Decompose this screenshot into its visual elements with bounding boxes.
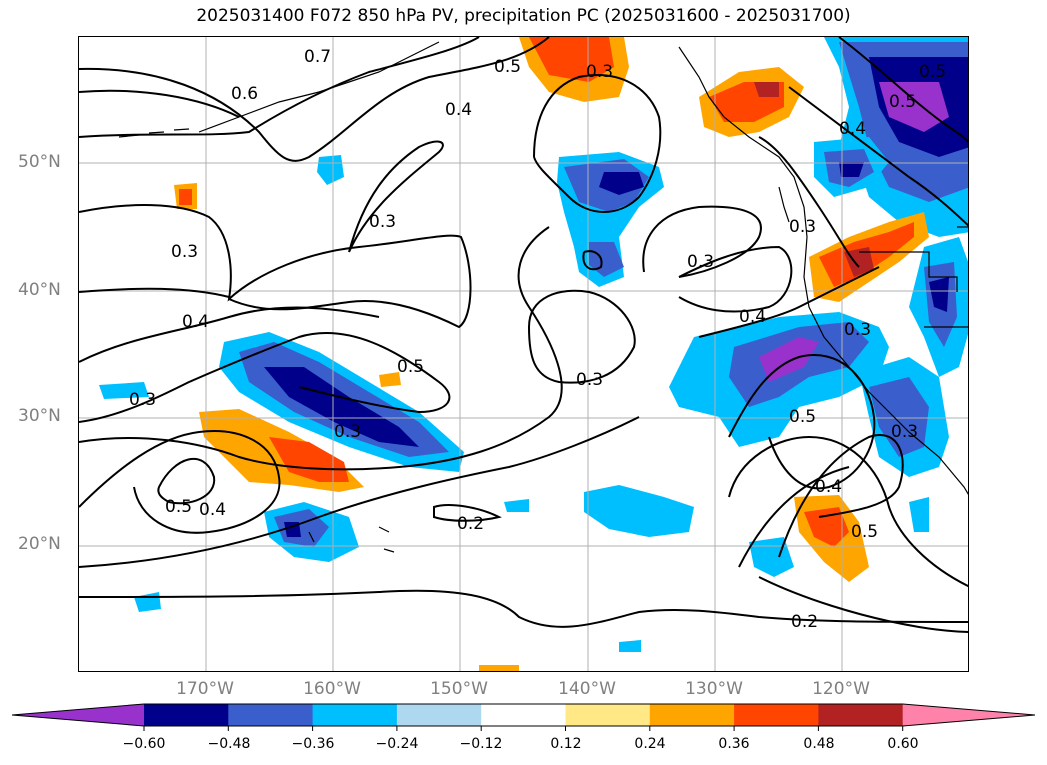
contour-label: 0.5 [165, 497, 192, 517]
contour-label: 0.3 [369, 212, 396, 232]
contour-label: 0.4 [815, 477, 842, 497]
contour-label: 0.3 [687, 252, 714, 272]
contour-label: 0.4 [739, 307, 766, 327]
contour-label: 0.5 [919, 62, 946, 82]
contour-label: 0.5 [397, 357, 424, 377]
contour-label: 0.4 [199, 500, 226, 520]
contour-label: 0.4 [839, 119, 866, 139]
latitude-label: 20°N [18, 534, 61, 554]
contour-label: 0.3 [334, 422, 361, 442]
colorbar [11, 703, 1036, 731]
colorbar-segment [481, 704, 566, 726]
pv-contours [79, 37, 968, 633]
contour-label: 0.5 [789, 407, 816, 427]
contour-label: 0.3 [891, 422, 918, 442]
longitude-label: 160°W [303, 679, 361, 699]
colorbar-tick-label: −0.60 [122, 736, 166, 752]
colorbar-tick-label: −0.24 [375, 736, 419, 752]
colorbar-tick-label: 0.12 [550, 736, 582, 752]
contour-label: 0.3 [576, 370, 603, 390]
colorbar-extend-max [902, 704, 1035, 726]
graticule [79, 37, 968, 671]
colorbar-extend-min [12, 704, 144, 726]
latitude-label: 50°N [18, 152, 61, 172]
colorbar-segment [818, 704, 904, 726]
latitude-label: 30°N [18, 406, 61, 426]
colorbar-tick-label: 0.36 [718, 736, 750, 752]
longitude-label: 150°W [430, 679, 488, 699]
contour-labels: 0.7 0.6 0.5 0.4 0.3 0.3 0.3 0.3 0.3 0.5 … [129, 47, 946, 632]
map-plot-area: 0.7 0.6 0.5 0.4 0.3 0.3 0.3 0.3 0.3 0.5 … [78, 36, 969, 672]
contour-label: 0.3 [789, 217, 816, 237]
colorbar-tick-label: −0.12 [459, 736, 503, 752]
contour-label: 0.5 [889, 92, 916, 112]
colorbar-tick-label: −0.48 [207, 736, 251, 752]
contour-label: 0.7 [304, 47, 331, 67]
colorbar-tick-label: 0.48 [803, 736, 835, 752]
positive-precip-shading [174, 37, 929, 671]
latitude-label: 40°N [18, 280, 61, 300]
contour-label: 0.4 [182, 312, 209, 332]
contour-label: 0.5 [851, 522, 878, 542]
colorbar-segment [734, 704, 819, 726]
longitude-label: 140°W [558, 679, 616, 699]
colorbar-tick-label: 0.60 [887, 736, 919, 752]
contour-label: 0.3 [844, 320, 871, 340]
colorbar-segment [396, 704, 482, 726]
colorbar-tick-label: −0.36 [291, 736, 335, 752]
colorbar-segment [312, 704, 398, 726]
colorbar-segment [144, 704, 229, 726]
longitude-label: 130°W [685, 679, 743, 699]
contour-label: 0.4 [445, 100, 472, 120]
contour-label: 0.5 [494, 57, 521, 77]
map-title: 2025031400 F072 850 hPa PV, precipitatio… [196, 6, 851, 26]
colorbar-segment [565, 704, 651, 726]
contour-label: 0.2 [791, 612, 818, 632]
contour-label: 0.2 [457, 514, 484, 534]
contour-label: 0.3 [586, 62, 613, 82]
colorbar-tick-label: 0.24 [634, 736, 666, 752]
longitude-label: 120°W [812, 679, 870, 699]
colorbar-segment [228, 704, 314, 726]
negative-precip-shading [99, 37, 968, 652]
contour-label: 0.6 [231, 84, 258, 104]
contour-label: 0.3 [129, 390, 156, 410]
contour-label: 0.3 [171, 242, 198, 262]
longitude-label: 170°W [176, 679, 234, 699]
colorbar-segment [649, 704, 735, 726]
